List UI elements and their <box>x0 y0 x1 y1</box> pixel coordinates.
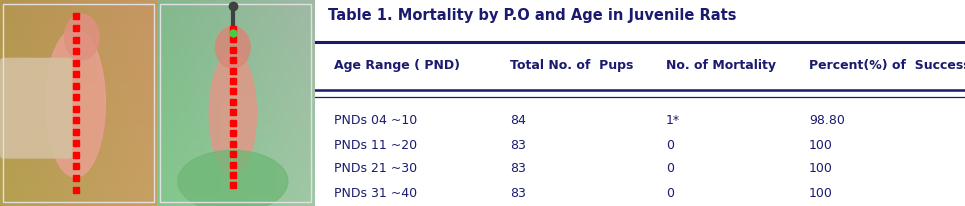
Text: Table 1. Mortality by P.O and Age in Juvenile Rats: Table 1. Mortality by P.O and Age in Juv… <box>327 8 736 23</box>
Ellipse shape <box>215 27 250 68</box>
Ellipse shape <box>209 52 257 175</box>
Text: 83: 83 <box>510 162 526 176</box>
Text: 83: 83 <box>510 187 526 200</box>
Text: 0: 0 <box>666 139 674 152</box>
Text: 100: 100 <box>809 187 833 200</box>
Text: 83: 83 <box>510 139 526 152</box>
Text: 84: 84 <box>510 114 526 127</box>
Text: Percent(%) of  Success: Percent(%) of Success <box>809 59 965 73</box>
Text: PNDs 31 ~40: PNDs 31 ~40 <box>334 187 417 200</box>
Text: PNDs 04 ~10: PNDs 04 ~10 <box>334 114 417 127</box>
Ellipse shape <box>178 150 288 206</box>
Ellipse shape <box>45 29 105 177</box>
Text: PNDs 11 ~20: PNDs 11 ~20 <box>334 139 417 152</box>
Text: 98.80: 98.80 <box>809 114 844 127</box>
Text: PNDs 21 ~30: PNDs 21 ~30 <box>334 162 417 176</box>
FancyBboxPatch shape <box>0 58 72 159</box>
Text: No. of Mortality: No. of Mortality <box>666 59 776 73</box>
Text: Total No. of  Pups: Total No. of Pups <box>510 59 633 73</box>
Ellipse shape <box>65 14 99 60</box>
Text: Age Range ( PND): Age Range ( PND) <box>334 59 460 73</box>
Text: 100: 100 <box>809 139 833 152</box>
Text: 0: 0 <box>666 162 674 176</box>
Text: 0: 0 <box>666 187 674 200</box>
Text: 1*: 1* <box>666 114 680 127</box>
Text: 100: 100 <box>809 162 833 176</box>
